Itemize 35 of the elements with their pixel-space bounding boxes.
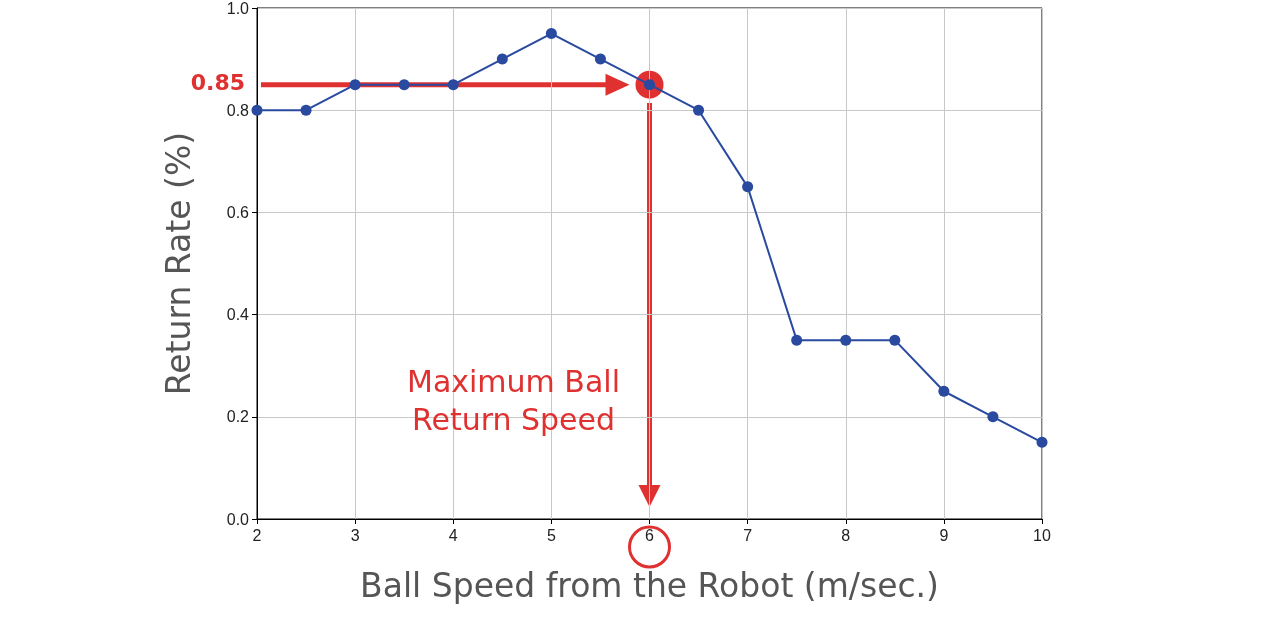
text: 0.85 [190,69,245,95]
point [251,104,263,116]
y-tick-label: 0.4 [226,306,250,324]
point [398,79,410,91]
y-tick-label: 0.0 [226,510,250,528]
x-tick-label: 10 [1033,526,1051,544]
point [447,79,459,91]
point [545,28,557,40]
y-tick-label: 0.2 [226,408,250,426]
x-tick-label: 2 [252,526,262,544]
x-tick-label: 4 [448,526,458,544]
point [742,181,754,193]
point [1036,436,1048,448]
y-tick-label: 1.0 [226,0,250,17]
point [300,104,312,116]
point [938,385,950,397]
point [889,334,901,346]
x-tick-label: 3 [350,526,360,544]
point [987,411,999,423]
x-tick-label: 7 [743,526,753,544]
x-axis-title: Ball Speed from the Robot (m/sec.) [360,566,939,605]
point [791,334,803,346]
point [594,53,606,65]
y-tick-label: 0.8 [226,101,250,119]
x-tick-label: 5 [546,526,556,544]
point [840,334,852,346]
point [496,53,508,65]
x-tick-label: 8 [841,526,851,544]
x-tick-label: 9 [939,526,949,544]
y-tick-label: 0.6 [226,203,250,221]
point [693,104,705,116]
annotation: Maximum Ball Return Speed [406,363,621,438]
y-axis-title: Return Rate (%) [159,131,198,396]
point [349,79,361,91]
x-tick-label: 6 [645,526,655,544]
